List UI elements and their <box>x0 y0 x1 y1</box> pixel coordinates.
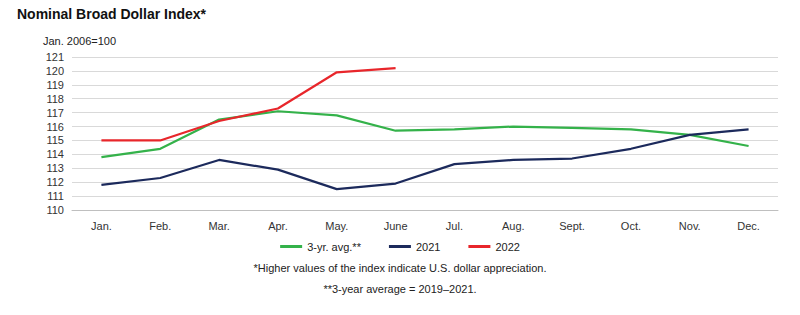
svg-text:Feb.: Feb. <box>149 220 171 232</box>
svg-text:112: 112 <box>46 176 64 188</box>
svg-text:May.: May. <box>325 220 348 232</box>
svg-text:Nov.: Nov. <box>679 220 701 232</box>
svg-text:3-yr. avg.**: 3-yr. avg.** <box>307 241 362 253</box>
svg-text:Dec.: Dec. <box>737 220 760 232</box>
svg-text:115: 115 <box>46 134 64 146</box>
svg-text:Mar.: Mar. <box>208 220 229 232</box>
svg-text:Oct.: Oct. <box>621 220 641 232</box>
svg-text:2022: 2022 <box>495 241 519 253</box>
svg-text:120: 120 <box>46 65 64 77</box>
svg-text:113: 113 <box>46 162 64 174</box>
svg-text:114: 114 <box>46 148 64 160</box>
svg-text:110: 110 <box>46 204 64 216</box>
svg-text:2021: 2021 <box>416 241 440 253</box>
svg-text:116: 116 <box>46 121 64 133</box>
svg-text:Aug.: Aug. <box>502 220 525 232</box>
svg-text:**3-year average = 2019–2021.: **3-year average = 2019–2021. <box>323 283 476 295</box>
svg-text:Jul.: Jul. <box>446 220 463 232</box>
svg-text:Sept.: Sept. <box>559 220 585 232</box>
svg-text:121: 121 <box>46 51 64 63</box>
svg-text:117: 117 <box>46 107 64 119</box>
svg-text:Jan. 2006=100: Jan. 2006=100 <box>43 35 116 47</box>
svg-text:119: 119 <box>46 79 64 91</box>
svg-text:Nominal Broad Dollar Index*: Nominal Broad Dollar Index* <box>17 6 207 22</box>
svg-text:111: 111 <box>47 190 64 202</box>
svg-text:*Higher values of the index in: *Higher values of the index indicate U.S… <box>254 262 547 274</box>
svg-text:Jan.: Jan. <box>91 220 112 232</box>
svg-text:Apr.: Apr. <box>268 220 288 232</box>
svg-text:June: June <box>384 220 408 232</box>
svg-text:118: 118 <box>46 93 64 105</box>
